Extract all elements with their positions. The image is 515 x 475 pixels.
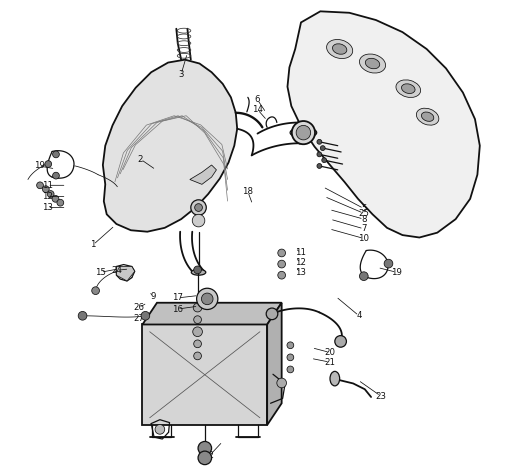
Circle shape (191, 200, 207, 215)
Text: 20: 20 (324, 348, 335, 357)
Text: 6: 6 (255, 95, 260, 104)
Ellipse shape (396, 80, 421, 97)
Circle shape (278, 260, 285, 268)
Text: 24: 24 (111, 266, 122, 275)
Text: 3: 3 (178, 70, 184, 79)
Circle shape (194, 266, 201, 274)
Polygon shape (190, 165, 216, 184)
Polygon shape (103, 60, 237, 232)
Ellipse shape (359, 54, 386, 73)
Circle shape (155, 425, 165, 434)
Circle shape (194, 352, 201, 360)
Polygon shape (143, 324, 267, 425)
Text: 17: 17 (172, 294, 183, 303)
Text: 21: 21 (324, 358, 335, 367)
Circle shape (320, 146, 325, 151)
Text: 7: 7 (361, 224, 367, 233)
Circle shape (194, 340, 201, 348)
Text: 1: 1 (91, 240, 96, 249)
Circle shape (193, 327, 202, 337)
Text: 13: 13 (42, 203, 53, 212)
Text: 19: 19 (391, 268, 402, 277)
Circle shape (78, 312, 87, 320)
Text: 4: 4 (356, 311, 362, 320)
Text: 9: 9 (151, 292, 156, 301)
Text: 26: 26 (133, 303, 145, 312)
Circle shape (92, 287, 99, 294)
Ellipse shape (297, 125, 303, 140)
Text: 11: 11 (42, 181, 53, 190)
Text: 25: 25 (358, 209, 369, 218)
Circle shape (42, 186, 49, 192)
Text: 14: 14 (252, 105, 263, 114)
Text: 12: 12 (42, 192, 53, 201)
Circle shape (201, 293, 213, 304)
Text: 15: 15 (95, 268, 106, 277)
Text: 8: 8 (361, 215, 367, 224)
Ellipse shape (417, 108, 439, 125)
Text: 13: 13 (296, 268, 306, 277)
Circle shape (317, 139, 322, 144)
Circle shape (359, 272, 368, 281)
Text: 23: 23 (375, 391, 386, 400)
Text: 19: 19 (33, 162, 44, 171)
Text: 27: 27 (133, 314, 145, 323)
Polygon shape (287, 11, 480, 238)
Circle shape (37, 182, 43, 189)
Circle shape (335, 336, 347, 347)
Circle shape (52, 195, 59, 202)
Polygon shape (267, 303, 282, 425)
Ellipse shape (402, 84, 415, 94)
Circle shape (57, 200, 64, 206)
Text: 18: 18 (243, 187, 253, 196)
Ellipse shape (365, 58, 380, 69)
Circle shape (287, 342, 294, 349)
Circle shape (53, 172, 59, 179)
Circle shape (278, 271, 285, 279)
Text: 16: 16 (172, 304, 183, 314)
Circle shape (47, 190, 54, 198)
Circle shape (53, 151, 59, 158)
Circle shape (266, 308, 278, 320)
Circle shape (195, 204, 202, 211)
Circle shape (317, 163, 322, 169)
Ellipse shape (191, 269, 206, 275)
Text: 12: 12 (296, 258, 306, 267)
Circle shape (317, 152, 322, 157)
Circle shape (198, 451, 212, 465)
Circle shape (141, 312, 150, 320)
Circle shape (197, 288, 218, 310)
Text: 2: 2 (138, 155, 143, 164)
Ellipse shape (296, 125, 311, 140)
Circle shape (287, 366, 294, 373)
Circle shape (384, 259, 393, 268)
Polygon shape (116, 266, 135, 281)
Circle shape (322, 158, 327, 162)
Polygon shape (143, 303, 282, 324)
Circle shape (194, 316, 201, 323)
Circle shape (287, 354, 294, 361)
Circle shape (277, 378, 286, 388)
Circle shape (278, 249, 285, 257)
Ellipse shape (330, 371, 340, 386)
Circle shape (193, 303, 202, 312)
Circle shape (198, 441, 212, 455)
Circle shape (45, 161, 52, 167)
Text: 10: 10 (358, 234, 369, 243)
Ellipse shape (333, 44, 347, 54)
Ellipse shape (294, 122, 306, 144)
Text: 11: 11 (296, 248, 306, 257)
Text: 22: 22 (203, 451, 215, 460)
Ellipse shape (421, 112, 434, 121)
Circle shape (192, 214, 205, 227)
Ellipse shape (290, 127, 317, 138)
Ellipse shape (327, 39, 353, 58)
Ellipse shape (292, 121, 315, 144)
Text: 5: 5 (361, 204, 367, 213)
